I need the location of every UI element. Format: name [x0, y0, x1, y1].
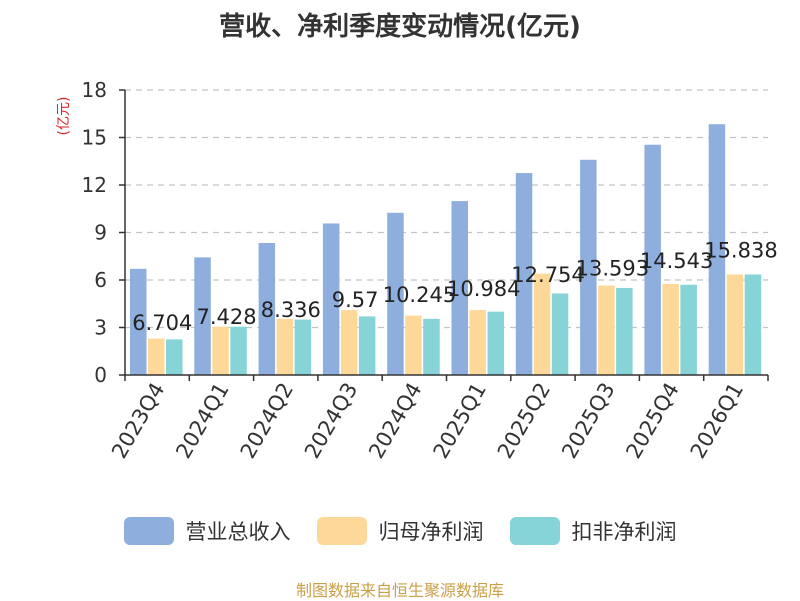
bar [708, 124, 726, 376]
bar [276, 318, 294, 375]
bar [451, 201, 468, 375]
bar [130, 268, 147, 375]
bar [515, 173, 533, 375]
data-label: 12.754 [511, 263, 584, 287]
bar [644, 144, 661, 375]
bar [358, 316, 376, 375]
bar [533, 273, 551, 375]
x-tick-label: 2025Q4 [621, 379, 683, 463]
bar [616, 287, 633, 375]
bar [551, 293, 569, 375]
bar [487, 311, 504, 375]
bar [148, 338, 165, 375]
y-tick-label: 6 [94, 268, 107, 292]
data-label: 10.984 [447, 277, 520, 301]
bar [230, 326, 247, 375]
bar-layer [130, 124, 762, 376]
data-label: 15.838 [704, 239, 777, 263]
bar [340, 310, 358, 375]
y-tick-label: 12 [82, 173, 107, 197]
x-tick-label: 2024Q3 [300, 379, 362, 463]
legend-item[interactable]: 营业总收入 [123, 516, 291, 546]
data-label: 14.543 [640, 249, 713, 273]
grid-layer [125, 89, 768, 329]
y-tick-label: 0 [94, 363, 107, 387]
legend-swatch [316, 517, 367, 545]
y-tick-label: 15 [82, 126, 107, 150]
bar [598, 285, 615, 375]
y-tick-label: 18 [82, 78, 107, 102]
data-label-layer: 6.704 7.428 8.336 9.57 10.24510.98412.75413.… [132, 239, 778, 335]
bar [322, 223, 340, 375]
x-tick-label: 2025Q3 [557, 379, 619, 463]
bar [194, 257, 211, 375]
bar [405, 315, 422, 375]
bar [212, 326, 229, 375]
bar [166, 339, 183, 375]
data-label: 13.593 [576, 256, 649, 280]
legend-item[interactable]: 归母净利润 [316, 516, 484, 546]
bar [387, 212, 404, 375]
data-label: 7.428 [196, 305, 256, 329]
bar [726, 274, 744, 375]
legend-label: 营业总收入 [185, 520, 291, 544]
x-tick-label: 2024Q4 [364, 379, 426, 463]
x-tick-label: 2025Q2 [493, 379, 555, 463]
bar [469, 310, 486, 375]
x-tick-label: 2023Q4 [107, 379, 169, 463]
bar [662, 283, 679, 375]
bar [580, 159, 597, 375]
bar [423, 318, 440, 375]
x-tick-label: 2024Q2 [236, 379, 298, 463]
legend-item[interactable]: 扣非净利润 [509, 516, 677, 546]
legend: 营业总收入 归母净利润 扣非净利润 [0, 516, 800, 546]
legend-label: 归母净利润 [378, 520, 484, 544]
bar [680, 284, 697, 375]
y-axis-label: (亿元) [56, 97, 72, 136]
source-note: 制图数据来自恒生聚源数据库 [295, 581, 504, 600]
y-tick-label: 3 [94, 316, 107, 340]
data-label: 8.336 [261, 298, 321, 322]
legend-label: 扣非净利润 [571, 520, 677, 544]
legend-swatch [509, 517, 560, 545]
chart-title: 营收、净利季度变动情况(亿元) [219, 12, 581, 42]
bar [744, 274, 762, 375]
x-tick-label: 2024Q1 [171, 379, 233, 463]
x-tick-label: 2025Q1 [429, 379, 491, 463]
data-label: 9.57 [332, 288, 379, 312]
legend-swatch [123, 517, 174, 545]
x-tick-label: 2026Q1 [686, 379, 748, 463]
bar [294, 319, 312, 375]
bar [258, 243, 276, 375]
y-tick-label: 9 [94, 221, 107, 245]
data-label: 6.704 [132, 311, 192, 335]
data-label: 10.245 [383, 283, 456, 307]
